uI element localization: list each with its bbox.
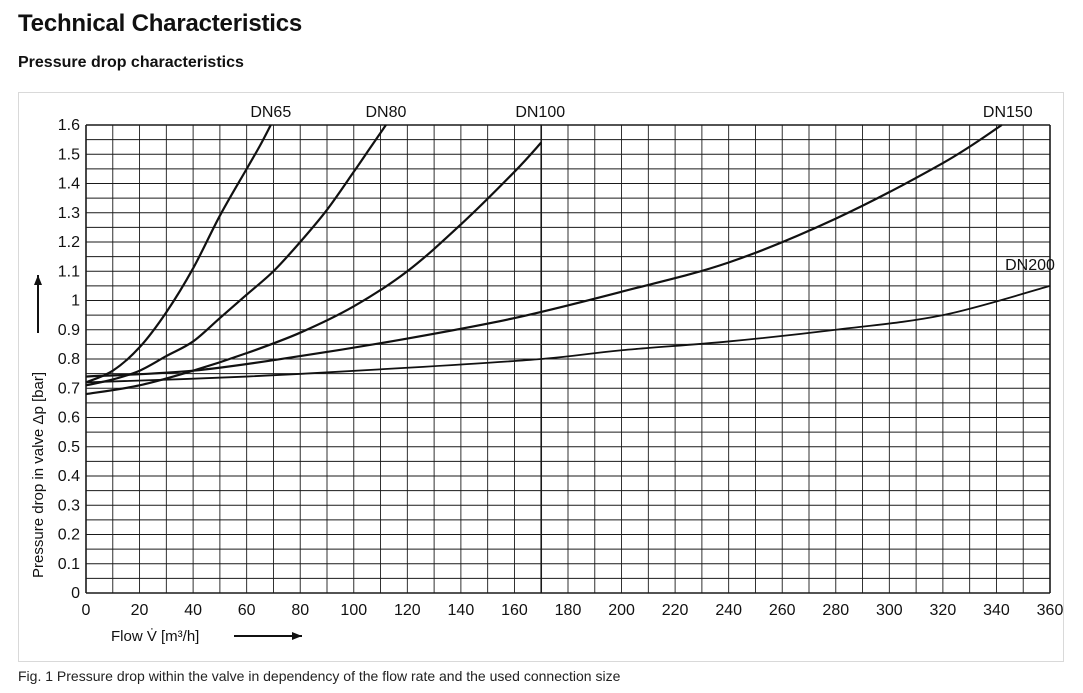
x-tick-label: 280 [822,602,849,619]
y-tick-label: 1 [71,293,80,310]
x-tick-label: 360 [1037,602,1064,619]
axis-titles: Flow V̇ [m³/h] Pressure drop in valve Δp … [30,275,302,645]
y-tick-label: 1.4 [58,176,80,193]
series-label-dn200: DN200 [1005,257,1055,274]
x-tick-label: 300 [876,602,903,619]
x-tick-label: 140 [448,602,475,619]
y-tick-label: 0.6 [58,410,80,427]
x-tick-label: 40 [184,602,202,619]
x-tick-label: 100 [340,602,367,619]
x-tick-label: 320 [930,602,957,619]
chart-figure: 0 20 40 60 80 100 120 140 160 180 200 220 240 260 280 3… [18,92,1064,662]
y-axis-title: Pressure drop in valve Δp [bar] [30,372,47,578]
series-label-dn100: DN100 [515,104,565,121]
y-tick-label: 0.4 [58,468,80,485]
y-tick-label: 0.2 [58,527,80,544]
y-tick-label: 0 [71,585,80,602]
x-tick-label: 20 [131,602,149,619]
section-title: Pressure drop characteristics [18,54,244,71]
series-labels: DN65 DN80 DN100 DN150 DN200 [250,104,1055,274]
x-tick-label: 80 [291,602,309,619]
y-tick-label: 0.9 [58,322,80,339]
y-tick-label: 0.8 [58,351,80,368]
x-tick-label: 260 [769,602,796,619]
y-tick-label: 0.5 [58,439,80,456]
series-lines [85,124,1051,396]
series-line-dn100 [85,141,543,396]
x-tick-label: 60 [238,602,256,619]
series-label-dn80: DN80 [365,104,406,121]
series-line-dn150 [85,124,1003,378]
x-tick-label: 180 [555,602,582,619]
x-tick-label: 200 [608,602,635,619]
pressure-drop-chart: 0 20 40 60 80 100 120 140 160 180 200 220 240 260 280 3… [30,104,1064,645]
x-axis-title: Flow V̇ [m³/h] [111,628,199,645]
figure-caption: Fig. 1 Pressure drop within the valve in… [18,668,621,684]
y-tick-label: 1.6 [58,117,80,134]
x-tick-label: 160 [501,602,528,619]
y-tick-label: 0.3 [58,497,80,514]
y-tick-label: 1.5 [58,146,80,163]
y-tick-label: 1.2 [58,234,80,251]
tick-labels: 0 20 40 60 80 100 120 140 160 180 200 220 240 260 280 3… [58,117,1064,619]
series-line-dn65 [85,124,272,384]
x-tick-label: 0 [82,602,91,619]
grid-lines [85,124,1051,594]
y-tick-label: 0.7 [58,380,80,397]
y-tick-label: 1.3 [58,205,80,222]
x-tick-label: 120 [394,602,421,619]
y-tick-label: 0.1 [58,556,80,573]
series-line-dn80 [85,124,387,387]
page-title: Technical Characteristics [18,10,303,37]
series-line-dn200 [85,285,1051,384]
y-tick-label: 1.1 [58,263,80,280]
x-tick-label: 340 [983,602,1010,619]
series-label-dn65: DN65 [250,104,291,121]
x-tick-label: 220 [662,602,689,619]
x-tick-label: 240 [715,602,742,619]
series-label-dn150: DN150 [983,104,1033,121]
